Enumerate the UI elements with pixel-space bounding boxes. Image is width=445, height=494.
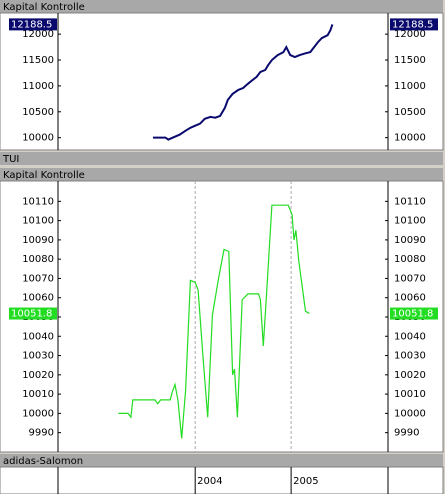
y-tick-label: 10010 <box>22 389 54 400</box>
panel-title: TUI <box>2 154 19 165</box>
y-tick-label: 10000 <box>22 133 54 144</box>
y-tick-label: 10080 <box>394 254 426 265</box>
y-tick-label: 10500 <box>22 107 54 118</box>
last-value-label: 10051.8 <box>11 309 52 320</box>
last-value-box <box>390 307 438 320</box>
y-tick-label: 9990 <box>29 428 54 439</box>
y-tick-label: 11000 <box>22 81 54 92</box>
time-axis <box>0 466 444 494</box>
y-tick-label: 9990 <box>394 428 419 439</box>
y-tick-label: 10020 <box>394 370 426 381</box>
y-tick-label: 10070 <box>22 273 54 284</box>
equity-line <box>153 24 334 141</box>
y-tick-label: 10090 <box>394 235 426 246</box>
panel-title: Kapital Kontrolle <box>3 170 85 181</box>
y-tick-label: 10070 <box>394 273 426 284</box>
y-tick-label: 10020 <box>22 370 54 381</box>
y-tick-label: 10000 <box>394 133 426 144</box>
y-tick-label: 10030 <box>22 351 54 362</box>
y-tick-label: 10110 <box>394 196 426 207</box>
last-value-box <box>9 307 57 320</box>
y-tick-label: 10110 <box>22 196 54 207</box>
y-tick-label: 10080 <box>22 254 54 265</box>
y-tick-label: 10010 <box>394 389 426 400</box>
last-value-box <box>390 18 438 31</box>
y-tick-label: 10000 <box>394 408 426 419</box>
last-value-label: 10051.8 <box>392 309 433 320</box>
y-tick-label: 10040 <box>394 331 426 342</box>
panel-header[interactable] <box>0 152 443 165</box>
equity-line <box>118 204 310 439</box>
y-tick-label: 10060 <box>394 293 426 304</box>
y-tick-label: 11000 <box>394 81 426 92</box>
panel-header[interactable] <box>0 168 443 181</box>
y-tick-label: 10040 <box>22 331 54 342</box>
panel-header[interactable] <box>0 0 443 13</box>
panel-title: Kapital Kontrolle <box>3 2 85 13</box>
y-tick-label: 10030 <box>394 351 426 362</box>
last-value-label: 12188.5 <box>392 19 433 30</box>
x-tick-label: 2005 <box>293 476 318 487</box>
y-tick-label: 12000 <box>22 29 54 40</box>
y-tick-label: 10060 <box>22 293 54 304</box>
chart-panel <box>0 180 444 453</box>
panel-title: adidas-Salomon <box>3 456 83 467</box>
y-tick-label: 10090 <box>22 235 54 246</box>
y-tick-label: 11500 <box>394 55 426 66</box>
y-tick-label: 12000 <box>394 29 426 40</box>
x-tick-label: 2004 <box>197 476 222 487</box>
chart-panel <box>0 12 444 151</box>
last-value-label: 12188.5 <box>11 19 52 30</box>
y-tick-label: 11500 <box>22 55 54 66</box>
y-tick-label: 10100 <box>22 216 54 227</box>
last-value-box <box>9 18 57 31</box>
panel-header[interactable] <box>0 454 443 467</box>
y-tick-label: 10000 <box>22 408 54 419</box>
y-tick-label: 10100 <box>394 216 426 227</box>
y-tick-label: 10500 <box>394 107 426 118</box>
